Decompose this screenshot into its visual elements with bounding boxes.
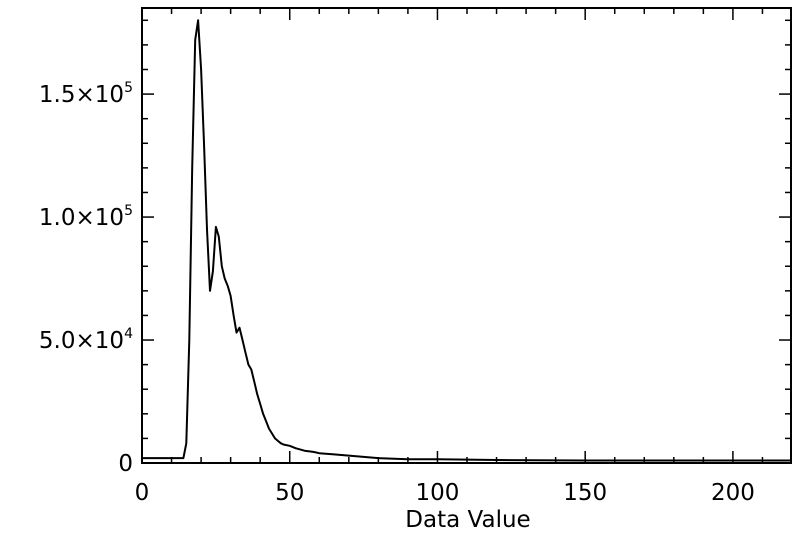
y-tick-exponent: 5 xyxy=(124,203,133,219)
y-tick-mantissa: 0 xyxy=(118,451,133,477)
y-tick-label: 0 xyxy=(118,451,133,477)
axes xyxy=(141,7,792,464)
x-axis-title: Data Value xyxy=(405,507,530,533)
y-tick-mantissa: 1.0×10 xyxy=(39,205,124,231)
y-tick-label: 51.5×10 xyxy=(39,80,133,108)
x-tick-label: 50 xyxy=(275,480,304,506)
x-tick-label: 200 xyxy=(711,480,755,506)
y-tick-label: 45.0×10 xyxy=(39,326,133,354)
x-tick-label: 100 xyxy=(416,480,460,506)
plot-frame xyxy=(141,7,792,464)
y-tick-label: 51.0×10 xyxy=(39,203,133,231)
y-tick-mantissa: 5.0×10 xyxy=(39,328,124,354)
y-tick-exponent: 4 xyxy=(124,326,133,342)
ticks xyxy=(141,8,791,464)
x-tick-label: 0 xyxy=(135,480,150,506)
series-line xyxy=(142,19,790,462)
series xyxy=(142,19,790,462)
y-tick-exponent: 5 xyxy=(124,80,133,96)
x-tick-label: 150 xyxy=(563,480,607,506)
y-tick-mantissa: 1.5×10 xyxy=(39,82,124,108)
